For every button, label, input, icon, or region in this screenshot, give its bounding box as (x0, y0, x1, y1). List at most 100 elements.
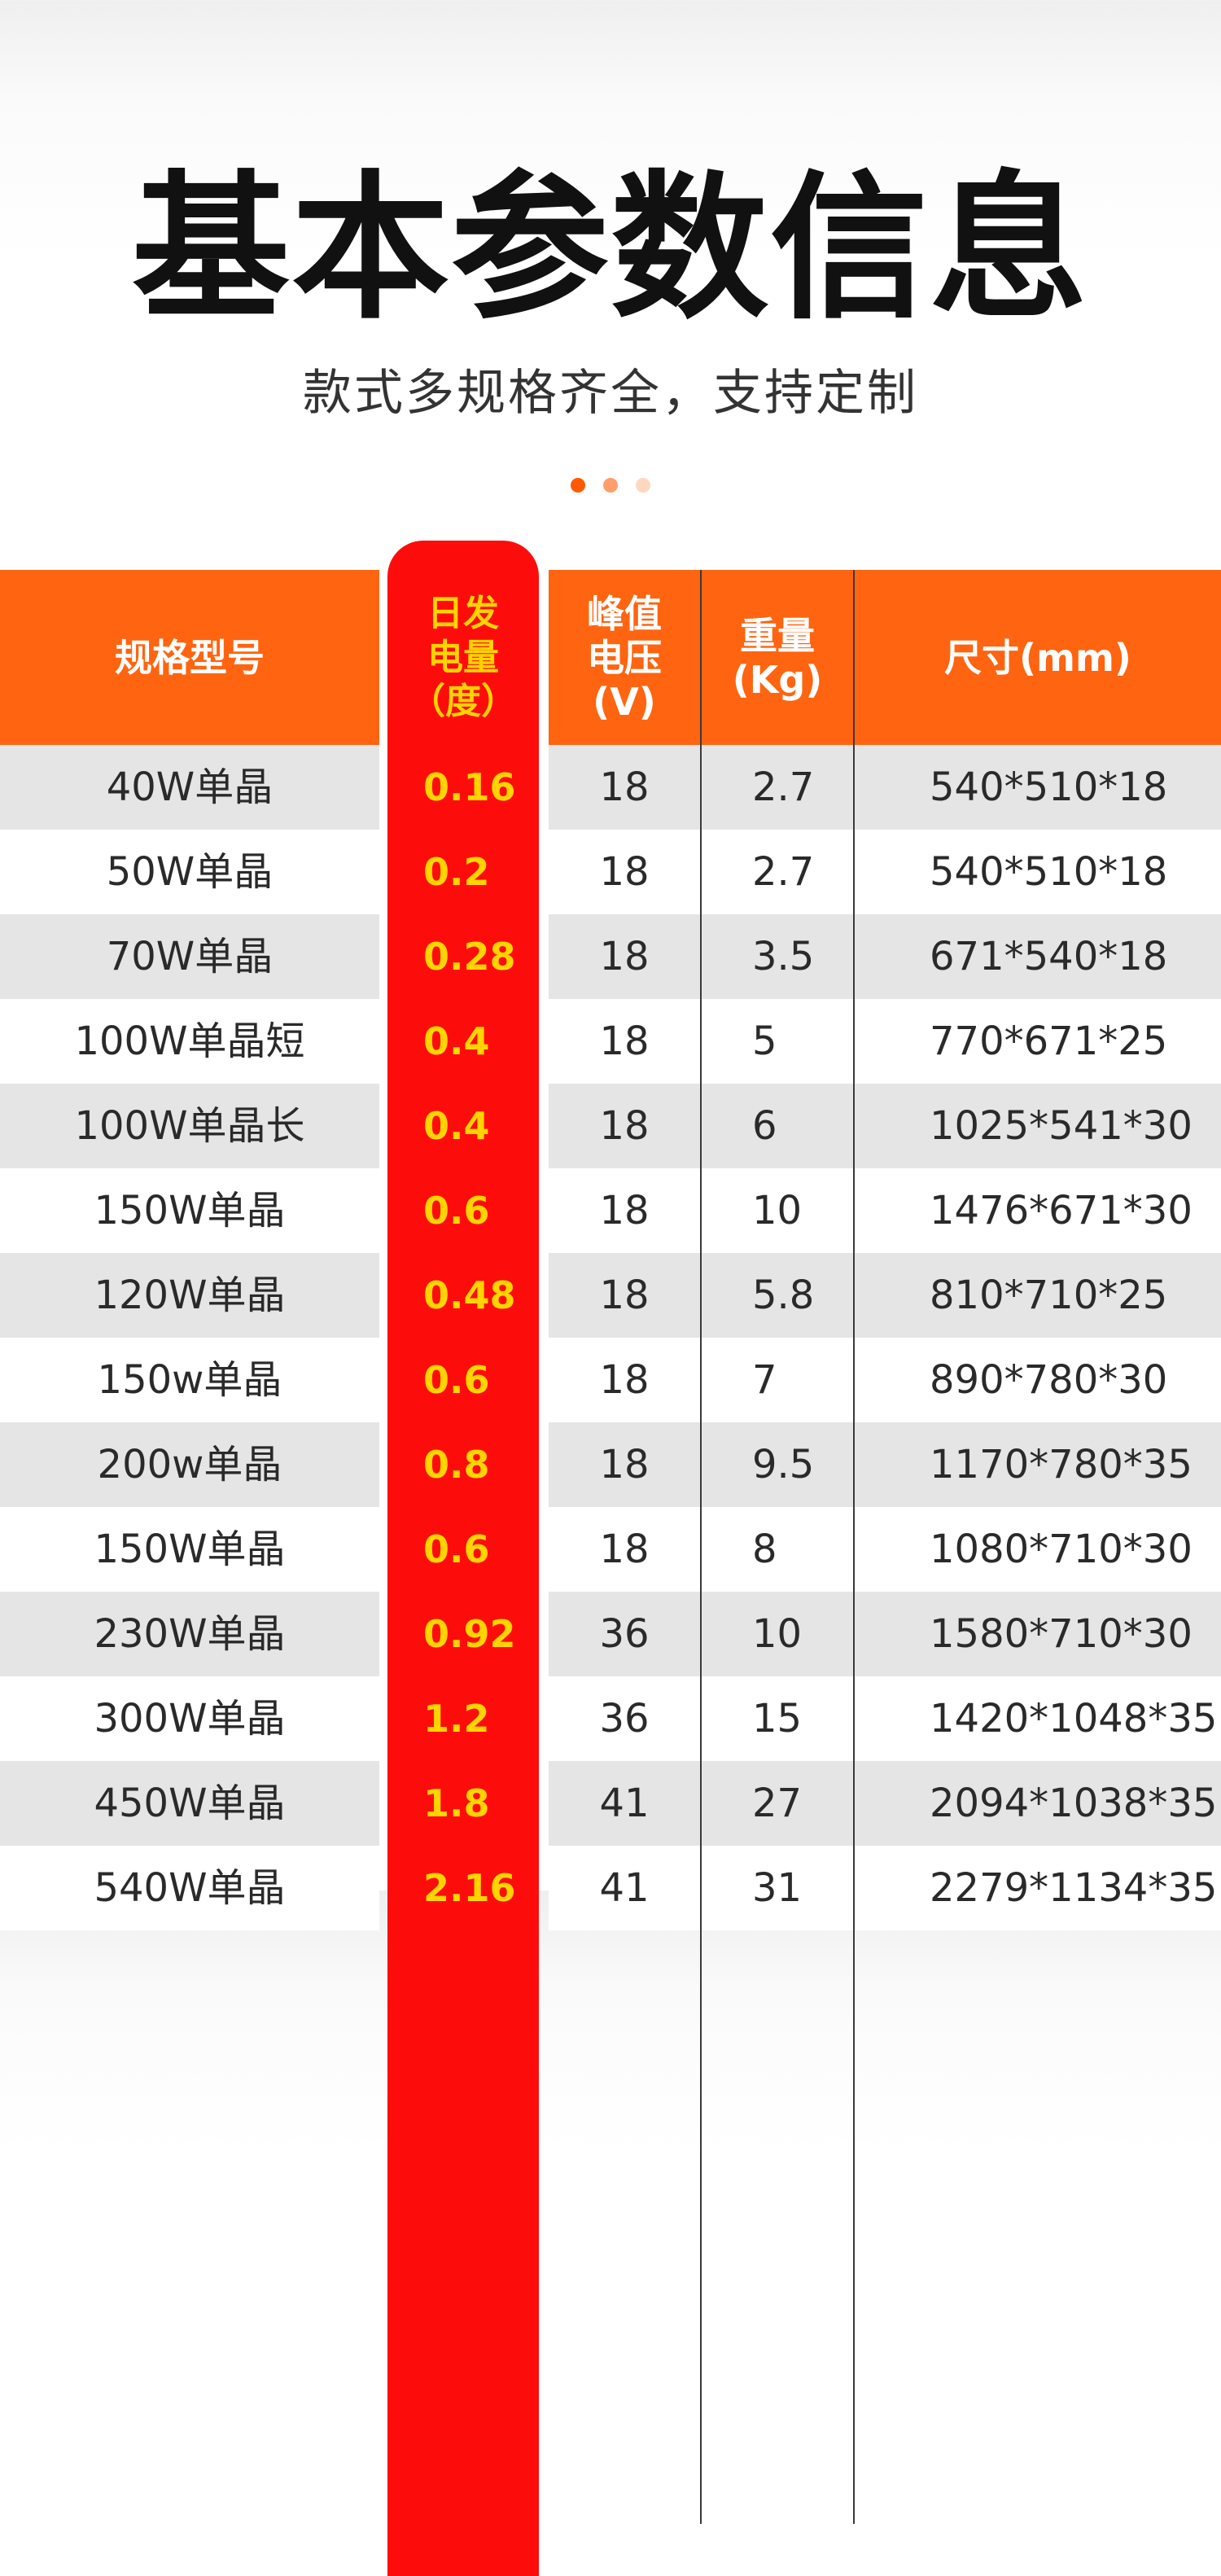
pagination-dot-2[interactable] (603, 477, 618, 493)
cell-daily-output: 1.8 (423, 1781, 490, 1825)
cell-daily-output: 0.6 (423, 1189, 490, 1233)
row-stripe (0, 1422, 379, 1507)
table-row: 100W单晶短 0.4 18 5 770*671*25 (0, 999, 1221, 1084)
cell-size: 671*540*18 (930, 934, 1168, 979)
cell-model: 150W单晶 (94, 1527, 286, 1572)
table-row: 230W单晶 0.92 36 10 1580*710*30 (0, 1592, 1221, 1676)
table-row-background (0, 1592, 1221, 1676)
pagination-dots (0, 476, 1221, 494)
cell-model: 300W单晶 (94, 1696, 286, 1741)
cell-daily-output: 0.2 (423, 850, 490, 894)
cell-daily-output: 1.2 (423, 1697, 490, 1741)
cell-voltage: 18 (599, 1357, 650, 1403)
table-row: 100W单晶长 0.4 18 6 1025*541*30 (0, 1084, 1221, 1168)
cell-size: 2094*1038*35 (930, 1781, 1218, 1826)
table-row: 200w单晶 0.8 18 9.5 1170*780*35 (0, 1422, 1221, 1507)
col-header-daily-output: 日发 电量 （度） (409, 592, 517, 722)
cell-voltage: 18 (599, 1527, 650, 1572)
cell-weight: 3.5 (752, 934, 815, 979)
row-stripe (0, 1084, 379, 1168)
row-stripe (0, 1507, 379, 1592)
pagination-dot-1[interactable] (571, 477, 585, 493)
cell-weight: 9.5 (752, 1442, 815, 1487)
table-row-background (0, 745, 1221, 830)
table-row: 70W单晶 0.28 18 3.5 671*540*18 (0, 914, 1221, 999)
table-row-background (0, 1084, 1221, 1168)
table-row-background (0, 999, 1221, 1084)
cell-weight: 31 (752, 1865, 803, 1911)
page-title: 基本参数信息 (132, 156, 1089, 340)
table-row: 50W单晶 0.2 18 2.7 540*510*18 (0, 830, 1221, 914)
table-row: 150W单晶 0.6 18 8 1080*710*30 (0, 1507, 1221, 1592)
cell-size: 810*710*25 (930, 1273, 1168, 1318)
row-stripe (0, 1592, 379, 1676)
cell-voltage: 18 (599, 849, 650, 895)
cell-size: 1080*710*30 (930, 1527, 1193, 1572)
cell-voltage: 18 (599, 764, 650, 810)
cell-voltage: 41 (599, 1865, 650, 1911)
col-header-model: 规格型号 (0, 570, 379, 745)
cell-voltage: 18 (599, 1019, 650, 1064)
col-header-weight: 重量 (Kg) (702, 570, 853, 745)
cell-size: 1580*710*30 (930, 1611, 1193, 1657)
table-row-background (0, 1507, 1221, 1592)
cell-weight: 5 (752, 1019, 777, 1064)
cell-model: 50W单晶 (106, 849, 274, 895)
col-header-voltage: 峰值 电压 (V) (549, 570, 700, 745)
cell-model: 40W单晶 (106, 764, 274, 810)
row-stripe (549, 1168, 1221, 1253)
cell-weight: 7 (752, 1357, 777, 1403)
row-stripe (0, 1761, 379, 1846)
table-row: 120W单晶 0.48 18 5.8 810*710*25 (0, 1253, 1221, 1338)
column-divider (700, 570, 702, 2524)
row-stripe (0, 830, 379, 914)
table-row: 300W单晶 1.2 36 15 1420*1048*35 (0, 1676, 1221, 1761)
cell-daily-output: 0.4 (423, 1104, 490, 1148)
cell-model: 540W单晶 (94, 1865, 286, 1911)
row-stripe (549, 1084, 1221, 1168)
cell-voltage: 18 (599, 1103, 650, 1149)
cell-voltage: 18 (599, 934, 650, 979)
table-row: 150w单晶 0.6 18 7 890*780*30 (0, 1338, 1221, 1422)
table-row: 150W单晶 0.6 18 10 1476*671*30 (0, 1168, 1221, 1253)
row-stripe (0, 1676, 379, 1761)
cell-size: 1420*1048*35 (930, 1696, 1218, 1741)
cell-model: 120W单晶 (94, 1273, 286, 1318)
cell-daily-output: 2.16 (423, 1866, 516, 1910)
cell-weight: 8 (752, 1527, 777, 1572)
cell-daily-output: 0.6 (423, 1358, 490, 1402)
cell-size: 1170*780*35 (930, 1442, 1193, 1487)
row-stripe (549, 1676, 1221, 1761)
cell-size: 540*510*18 (930, 849, 1168, 895)
pagination-dot-3[interactable] (636, 477, 650, 493)
cell-weight: 2.7 (752, 764, 815, 810)
cell-daily-output: 0.16 (423, 765, 516, 809)
row-stripe (549, 914, 1221, 999)
cell-model: 70W单晶 (106, 934, 274, 979)
cell-weight: 6 (752, 1103, 777, 1149)
cell-weight: 2.7 (752, 849, 815, 895)
cell-size: 1476*671*30 (930, 1188, 1193, 1233)
cell-model: 150W单晶 (94, 1188, 286, 1233)
table-row: 450W单晶 1.8 41 27 2094*1038*35 (0, 1761, 1221, 1846)
cell-daily-output: 0.6 (423, 1527, 490, 1571)
table-row-background (0, 1338, 1221, 1422)
row-stripe (549, 830, 1221, 914)
row-stripe (549, 745, 1221, 830)
cell-daily-output: 0.28 (423, 935, 516, 979)
cell-voltage: 41 (599, 1781, 650, 1826)
table-row-background (0, 1676, 1221, 1761)
cell-daily-output: 0.92 (423, 1612, 516, 1656)
row-stripe (549, 1422, 1221, 1507)
cell-size: 2279*1134*35 (930, 1865, 1218, 1911)
row-stripe (0, 914, 379, 999)
cell-weight: 10 (752, 1611, 803, 1657)
row-stripe (0, 1168, 379, 1253)
row-stripe (549, 1253, 1221, 1338)
cell-voltage: 36 (599, 1611, 650, 1657)
row-stripe (0, 745, 379, 830)
cell-weight: 15 (752, 1696, 803, 1741)
table-row: 40W单晶 0.16 18 2.7 540*510*18 (0, 745, 1221, 830)
page-subtitle: 款式多规格齐全，支持定制 (303, 365, 918, 422)
cell-size: 770*671*25 (930, 1019, 1168, 1064)
